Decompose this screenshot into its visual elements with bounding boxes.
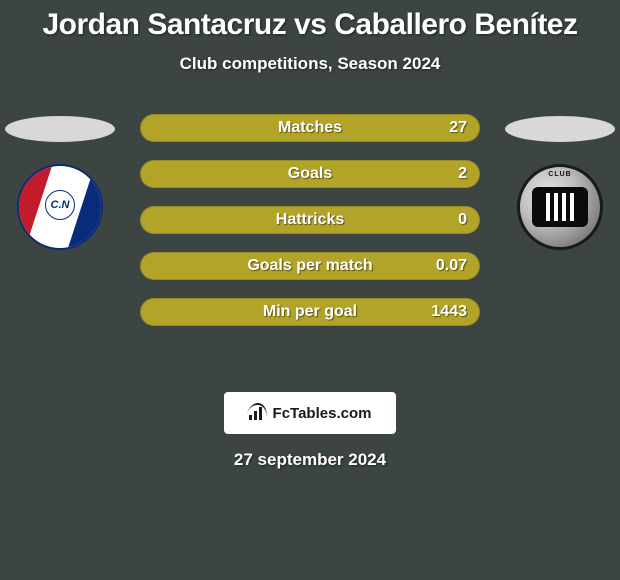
stat-label: Min per goal	[263, 303, 357, 321]
left-player-oval	[5, 116, 115, 142]
stat-row-min-per-goal: Min per goal 1443	[140, 298, 480, 326]
page-subtitle: Club competitions, Season 2024	[0, 54, 620, 74]
right-club-column: CLUB	[500, 114, 620, 250]
page-title: Jordan Santacruz vs Caballero Benítez	[0, 0, 620, 42]
left-club-badge: C.N	[17, 164, 103, 250]
stat-stack: Matches 27 Goals 2 Hattricks 0 Goals per…	[140, 114, 480, 326]
stat-label: Matches	[278, 119, 342, 137]
stat-label: Goals per match	[247, 257, 372, 275]
stat-row-hattricks: Hattricks 0	[140, 206, 480, 234]
brand-text: FcTables.com	[273, 405, 372, 422]
stat-right-value: 0.07	[436, 257, 467, 275]
stat-row-matches: Matches 27	[140, 114, 480, 142]
stat-label: Hattricks	[276, 211, 344, 229]
brand-box[interactable]: FcTables.com	[224, 392, 396, 434]
stat-row-goals-per-match: Goals per match 0.07	[140, 252, 480, 280]
stat-right-value: 1443	[431, 303, 467, 321]
footer-date: 27 september 2024	[0, 450, 620, 470]
stat-row-goals: Goals 2	[140, 160, 480, 188]
right-player-oval	[505, 116, 615, 142]
comparison-area: C.N CLUB Matches 27 Goals 2	[0, 114, 620, 374]
right-club-ring-text: CLUB	[520, 171, 600, 178]
brand-chart-icon	[249, 406, 267, 420]
stat-right-value: 0	[458, 211, 467, 229]
stat-right-value: 2	[458, 165, 467, 183]
stat-right-value: 27	[449, 119, 467, 137]
left-club-column: C.N	[0, 114, 120, 250]
card-container: Jordan Santacruz vs Caballero Benítez Cl…	[0, 0, 620, 580]
left-club-monogram: C.N	[45, 190, 75, 220]
right-club-badge: CLUB	[517, 164, 603, 250]
stat-label: Goals	[288, 165, 332, 183]
